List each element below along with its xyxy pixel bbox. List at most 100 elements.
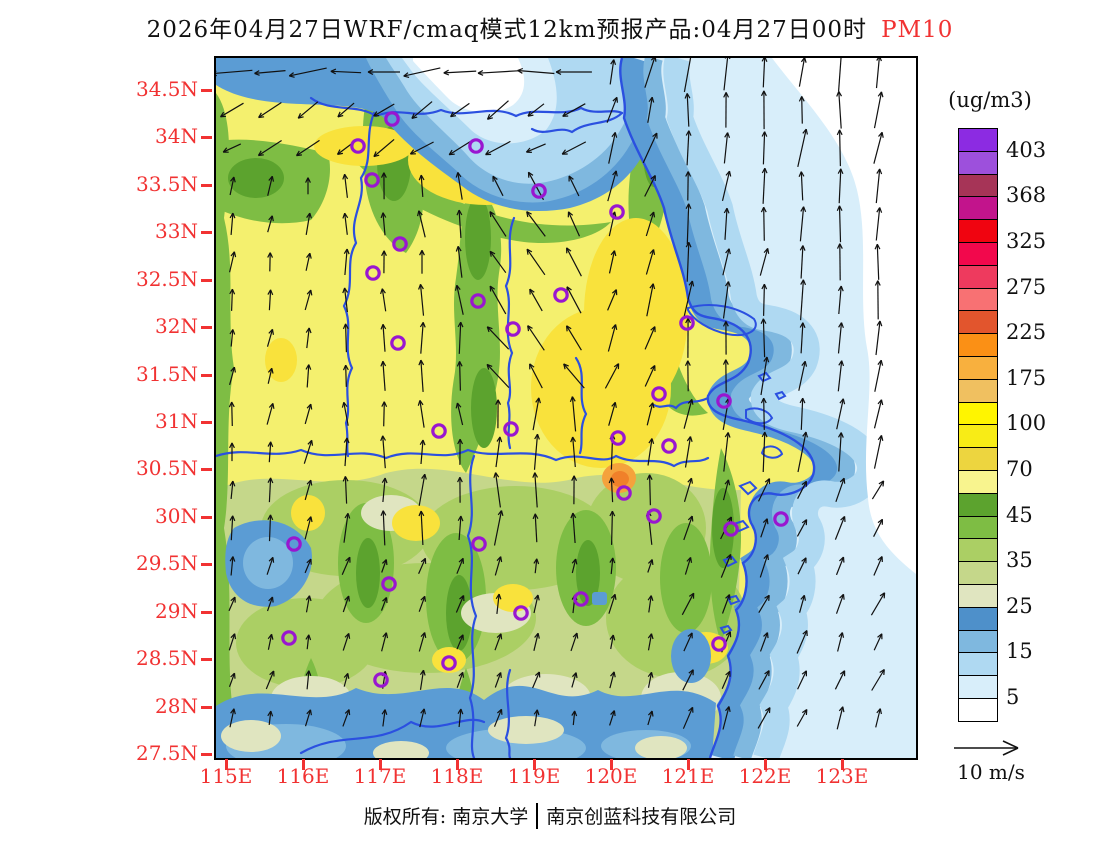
wind-arrow: [646, 283, 656, 317]
map-canvas: [216, 58, 916, 758]
colorbar-label: 275: [1006, 274, 1047, 299]
lat-tick-mark: [201, 705, 212, 709]
wind-arrow: [489, 285, 507, 315]
lon-tick-mark: [686, 759, 690, 770]
station-marker: [364, 172, 380, 188]
lat-tick-mark: [201, 563, 212, 567]
colorbar-label: 15: [1006, 639, 1033, 664]
wind-arrow: [417, 210, 426, 238]
wind-arrow: [532, 472, 539, 508]
wind-arrow: [681, 592, 695, 616]
wind-arrow: [525, 143, 546, 153]
wind-arrow: [342, 595, 350, 613]
wind-arrow: [495, 399, 502, 429]
wind-arrow: [873, 633, 883, 651]
wind-arrow: [875, 58, 882, 89]
wind-arrow: [609, 634, 616, 650]
wind-arrow: [873, 131, 884, 164]
wind-arrow: [267, 441, 274, 463]
wind-arrow: [229, 442, 235, 462]
wind-arrow: [647, 633, 654, 651]
colorbar-cell: [958, 150, 998, 175]
wind-arrow: [533, 632, 540, 651]
colorbar-label: 368: [1006, 183, 1047, 208]
wind-arrow: [873, 556, 883, 576]
colorbar-cell: [958, 424, 998, 449]
wind-scale-arrow: [954, 740, 1019, 756]
province-borders: [216, 96, 710, 758]
wind-arrow: [870, 592, 886, 616]
lat-tick-mark: [201, 610, 212, 614]
wind-arrow: [837, 285, 844, 315]
wind-arrow: [381, 632, 389, 652]
wind-arrow: [608, 401, 617, 426]
wind-arrow: [373, 138, 395, 158]
wind-arrow: [797, 670, 808, 690]
wind-arrow: [797, 480, 807, 499]
station-marker: [286, 536, 302, 552]
wind-arrow: [419, 321, 426, 354]
wind-arrow: [418, 473, 427, 506]
wind-arrow: [495, 436, 503, 468]
wind-arrow: [305, 327, 312, 349]
lat-tick-label: 33.5N: [135, 171, 198, 196]
wind-arrow: [457, 515, 464, 541]
wind-arrow: [304, 558, 312, 574]
wind-arrow: [759, 632, 769, 652]
wind-arrow: [836, 205, 843, 243]
colorbar-cell: [958, 470, 998, 494]
wind-arrow: [837, 360, 845, 392]
station-marker: [471, 536, 487, 552]
lat-tick-mark: [201, 231, 212, 235]
wind-arrow: [684, 556, 693, 575]
wind-arrow: [837, 632, 845, 652]
lat-tick-label: 31N: [155, 409, 198, 433]
wind-arrow: [571, 710, 578, 726]
station-marker: [723, 521, 739, 537]
colorbar-cell: [958, 173, 998, 198]
wind-arrow: [607, 289, 618, 311]
wind-arrow: [341, 556, 351, 576]
colorbar-cell: [958, 652, 998, 677]
station-marker: [468, 138, 484, 154]
wind-arrow: [758, 670, 770, 690]
wind-arrow: [645, 211, 656, 237]
station-marker: [661, 438, 677, 454]
colorbar-label: 5: [1006, 685, 1020, 709]
wind-arrow: [721, 594, 731, 614]
wind-arrow: [267, 289, 274, 311]
lat-tick-label: 30.5N: [135, 456, 198, 481]
wind-arrow: [419, 250, 425, 274]
wind-arrow: [448, 140, 472, 156]
colorbar-cell: [958, 378, 998, 403]
wind-arrow: [342, 709, 351, 727]
wind-arrow: [267, 175, 275, 196]
wind-arrow: [403, 67, 441, 78]
station-marker: [365, 265, 381, 281]
wind-arrow: [229, 556, 236, 576]
wind-arrow: [568, 175, 580, 197]
lat-tick-label: 28.5N: [135, 646, 198, 671]
wind-arrow: [609, 510, 616, 545]
wind-arrow: [229, 515, 236, 541]
colorbar-label: 325: [1006, 229, 1047, 253]
wind-arrow: [381, 709, 388, 727]
wind-arrow: [266, 556, 275, 575]
wind-arrow: [455, 402, 464, 426]
wind-arrow: [644, 58, 657, 88]
wind-arrow: [606, 96, 618, 123]
title-pollutant-label: PM10: [881, 17, 954, 43]
colorbar-cell: [958, 264, 998, 289]
wind-arrow: [229, 708, 236, 728]
wind-arrow: [683, 58, 692, 93]
wind-arrow: [607, 170, 618, 202]
wind-arrow: [258, 101, 282, 119]
station-marker: [610, 430, 626, 446]
lon-tick-mark: [840, 759, 844, 770]
lat-tick-label: 33N: [155, 219, 198, 244]
colorbar-cell: [958, 128, 998, 152]
lat-tick-label: 28N: [155, 693, 198, 718]
wind-arrow: [684, 436, 693, 468]
station-marker: [609, 204, 625, 220]
divider-bar: [536, 802, 539, 829]
